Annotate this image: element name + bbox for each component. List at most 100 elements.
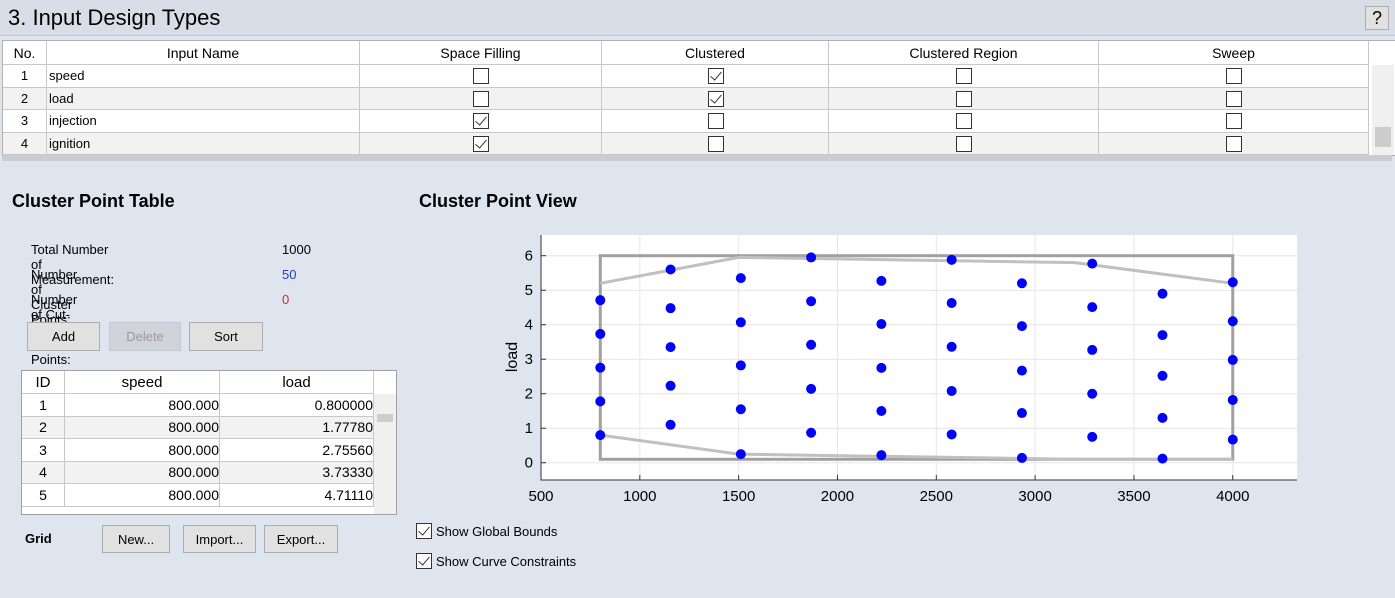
splitter[interactable]: [2, 155, 1392, 161]
checkbox[interactable]: [473, 90, 489, 107]
row-id: 2: [22, 416, 65, 439]
checkbox[interactable]: [956, 68, 972, 84]
checkbox[interactable]: [473, 113, 489, 129]
scrollbar[interactable]: [1372, 65, 1394, 155]
checkbox[interactable]: [956, 90, 972, 107]
point: [1016, 452, 1027, 463]
stat-label: Total Number of Measurement:: [31, 242, 115, 287]
point: [806, 339, 817, 350]
checkbox[interactable]: [416, 523, 432, 539]
point: [876, 405, 887, 416]
checkbox[interactable]: [416, 553, 432, 569]
check-cell: [602, 87, 829, 110]
cluster-table: ID speed load 1 800.000 0.800000 2 800.000 1.777…: [21, 370, 397, 515]
y-axis-label: load: [504, 342, 521, 372]
point: [735, 317, 746, 328]
axes: [540, 235, 1297, 481]
y-tick-label: 5: [525, 282, 533, 299]
button: Delete: [109, 322, 181, 351]
point: [1227, 277, 1238, 288]
x-tick-label: 500: [528, 488, 553, 505]
row-id: 5: [22, 484, 65, 507]
y-tick-label: 1: [525, 420, 533, 437]
check-cell: [1099, 65, 1369, 88]
x-tick-label: 3500: [1117, 488, 1150, 505]
scroll-thumb[interactable]: [377, 414, 393, 422]
scrollbar[interactable]: [374, 394, 396, 514]
point: [1227, 434, 1238, 445]
point: [1016, 278, 1027, 289]
point: [876, 362, 887, 373]
column-header: No.: [3, 41, 47, 65]
checkbox[interactable]: [707, 113, 724, 129]
check-cell: [360, 110, 602, 133]
section-title: 3. Input Design Types: [8, 5, 221, 30]
input-name: speed: [47, 65, 360, 88]
checkbox[interactable]: [1226, 90, 1242, 107]
grid-label: Grid: [25, 531, 52, 546]
point: [665, 342, 676, 353]
row-number: 3: [3, 110, 47, 133]
cell-value: 800.000: [65, 461, 220, 484]
point: [735, 449, 746, 460]
point: [946, 297, 957, 308]
point: [876, 275, 887, 286]
point: [1157, 288, 1168, 299]
x-tick-label: 3000: [1018, 488, 1051, 505]
checkbox[interactable]: [473, 68, 489, 84]
checkbox[interactable]: [1226, 68, 1242, 84]
point: [665, 380, 676, 391]
point: [595, 362, 606, 373]
header-bar: 3. Input Design Types ?: [0, 0, 1395, 36]
point: [665, 419, 676, 430]
option-label: Show Curve Constraints: [436, 554, 577, 569]
check-cell: [829, 65, 1099, 88]
x-tick-label: 2500: [920, 488, 953, 505]
checkbox[interactable]: [956, 135, 972, 152]
cell-value: 800.000: [65, 484, 220, 507]
y-tick-label: 3: [525, 351, 533, 368]
checkbox[interactable]: [956, 113, 972, 129]
point: [1016, 321, 1027, 332]
button[interactable]: New...: [102, 525, 170, 553]
x-tick-label: 4000: [1216, 488, 1249, 505]
y-tick-label: 4: [525, 317, 533, 334]
button[interactable]: Export...: [264, 525, 338, 553]
point: [876, 450, 887, 461]
column-header: ID: [22, 371, 65, 394]
checkbox[interactable]: [707, 135, 724, 152]
checkbox[interactable]: [1226, 135, 1242, 152]
button[interactable]: Sort: [189, 322, 263, 351]
point: [876, 319, 887, 330]
button[interactable]: Add: [27, 322, 100, 351]
panel-title: Cluster Point Table: [12, 191, 175, 211]
row-number: 1: [3, 65, 47, 88]
point: [595, 430, 606, 441]
point: [946, 341, 957, 352]
point: [1087, 302, 1098, 313]
checkbox[interactable]: [707, 68, 724, 84]
point: [946, 429, 957, 440]
help-button[interactable]: ?: [1365, 6, 1389, 30]
checkbox[interactable]: [1226, 113, 1242, 129]
check-cell: [602, 132, 829, 155]
check-cell: [829, 110, 1099, 133]
point: [1087, 344, 1098, 355]
point: [806, 252, 817, 263]
stat-value: 1000: [282, 242, 311, 257]
button[interactable]: Import...: [183, 525, 256, 553]
checkbox[interactable]: [707, 90, 724, 107]
check-cell: [360, 87, 602, 110]
point: [735, 360, 746, 371]
input-table: No. Input Name Space Filling Clustered Clust…: [2, 40, 1395, 156]
scroll-thumb[interactable]: [1375, 127, 1391, 147]
check-cell: [829, 87, 1099, 110]
point: [735, 404, 746, 415]
checkbox[interactable]: [473, 135, 489, 152]
y-tick-label: 2: [525, 386, 533, 403]
column-header: speed: [65, 371, 220, 394]
row-id: 3: [22, 439, 65, 462]
point: [1157, 453, 1168, 464]
check-cell: [1099, 110, 1369, 133]
